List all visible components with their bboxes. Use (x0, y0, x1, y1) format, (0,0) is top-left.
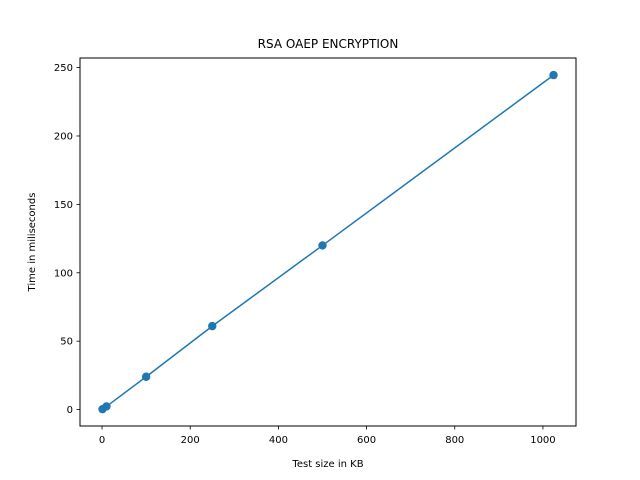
y-tick-label: 50 (60, 337, 73, 348)
y-tick-label: 250 (54, 63, 73, 74)
x-tick-label: 1000 (530, 435, 555, 446)
x-axis-label: Test size in KB (291, 459, 363, 470)
plot-frame (79, 57, 577, 427)
y-axis-label: Time in miliseconds (27, 193, 38, 293)
y-axis: 0 50 100 150 200 250 (54, 63, 80, 416)
chart-title: RSA OAEP ENCRYPTION (258, 37, 399, 51)
x-tick-label: 600 (357, 435, 376, 446)
x-tick-label: 0 (99, 435, 105, 446)
x-axis: 0 200 400 600 800 1000 (99, 426, 556, 446)
y-tick-label: 100 (54, 268, 73, 279)
data-point (549, 70, 558, 80)
y-tick-label: 150 (54, 200, 73, 211)
data-point (208, 321, 217, 331)
x-tick-label: 200 (181, 435, 200, 446)
data-point (102, 402, 111, 411)
y-tick-label: 200 (54, 131, 73, 142)
data-point (141, 372, 151, 381)
series-layer (98, 70, 558, 414)
x-tick-label: 800 (445, 435, 464, 446)
y-tick-label: 0 (67, 405, 73, 416)
data-point (318, 241, 327, 250)
series-line (102, 74, 554, 410)
x-tick-label: 400 (269, 435, 288, 446)
